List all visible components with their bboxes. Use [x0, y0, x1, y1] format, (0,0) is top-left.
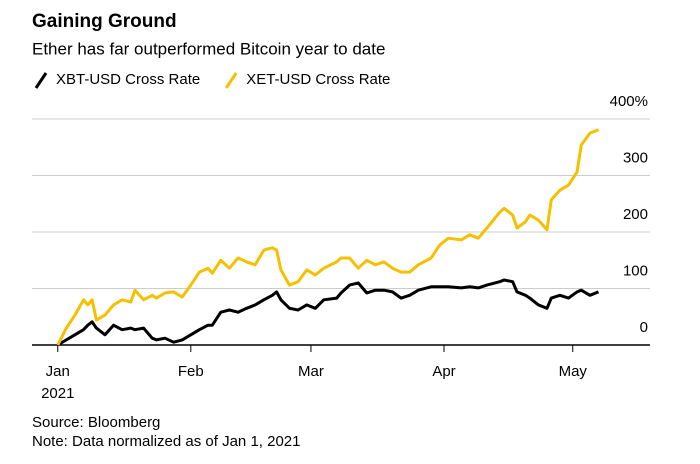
legend-label: XET-USD Cross Rate — [246, 71, 390, 88]
y-tick-label: 300 — [623, 149, 648, 166]
x-tick-label: Mar — [298, 363, 324, 380]
legend-label: XBT-USD Cross Rate — [56, 71, 200, 88]
source: Source: Bloomberg — [32, 414, 160, 431]
legend-swatch — [224, 72, 238, 89]
note: Note: Data normalized as of Jan 1, 2021 — [32, 433, 301, 450]
legend-swatch — [34, 72, 48, 89]
x-tick-label: Apr — [432, 363, 455, 380]
x-tick-label: Jan — [46, 363, 70, 380]
y-tick-label: 200 — [623, 206, 648, 223]
chart-title: Gaining Ground — [32, 11, 177, 32]
series-line — [56, 128, 600, 346]
x-tick-label: May — [559, 363, 588, 380]
x-tick-label: Feb — [178, 363, 204, 380]
chart-subtitle: Ether has far outperformed Bitcoin year … — [32, 39, 385, 58]
x-tick-year: 2021 — [41, 385, 74, 402]
y-tick-label: 400% — [610, 93, 648, 110]
y-tick-label: 0 — [640, 319, 648, 336]
y-tick-label: 100 — [623, 262, 648, 279]
series-line — [57, 278, 600, 347]
